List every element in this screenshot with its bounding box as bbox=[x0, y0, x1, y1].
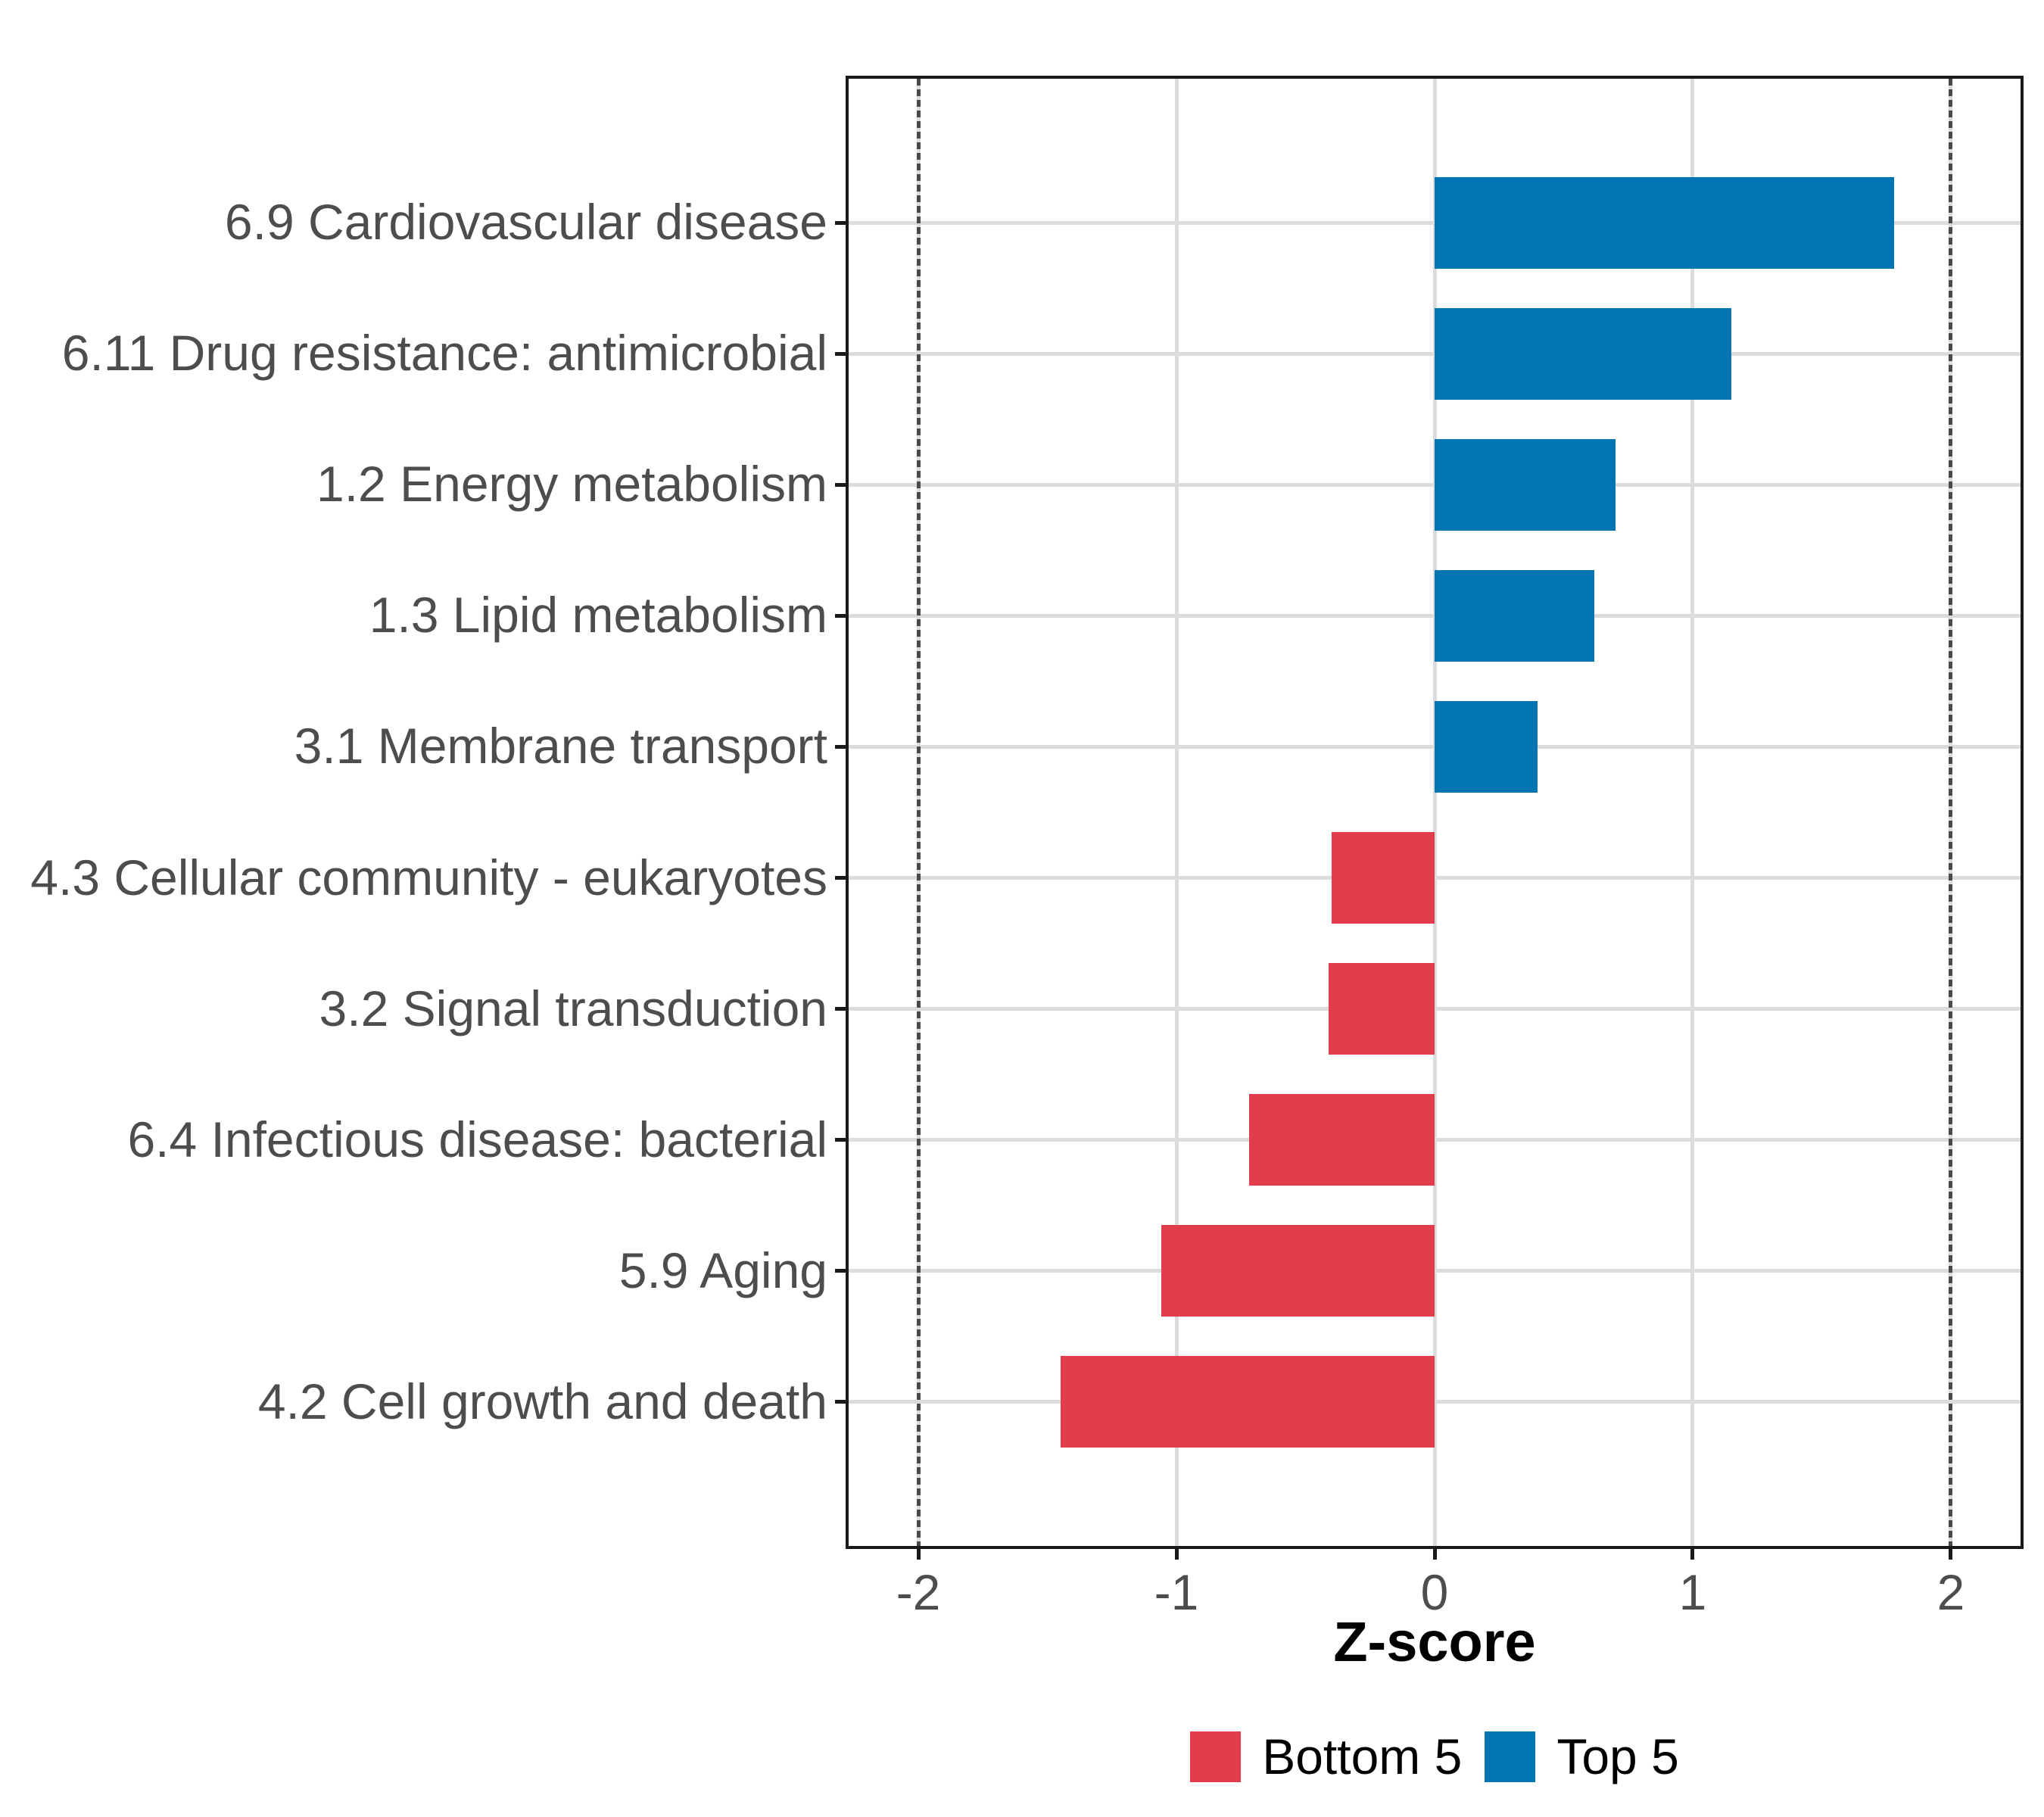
bar bbox=[1248, 1094, 1435, 1186]
y-axis-tick bbox=[835, 744, 846, 749]
x-tick-label: 0 bbox=[1420, 1564, 1449, 1620]
category-label: 1.2 Energy metabolism bbox=[316, 456, 827, 513]
y-gridline bbox=[849, 1269, 2021, 1273]
x-tick-label: -1 bbox=[1154, 1564, 1199, 1620]
legend-swatch-bottom5 bbox=[1190, 1731, 1242, 1782]
legend-item-bottom5: Bottom 5 bbox=[1190, 1731, 1462, 1782]
bar bbox=[1435, 700, 1538, 793]
bar bbox=[1331, 831, 1435, 924]
category-label: 6.11 Drug resistance: antimicrobial bbox=[61, 325, 827, 382]
bar bbox=[1060, 1356, 1435, 1448]
category-label: 3.2 Signal transduction bbox=[319, 980, 827, 1036]
y-axis-tick bbox=[835, 1007, 846, 1011]
legend: Bottom 5 Top 5 bbox=[846, 1726, 2024, 1787]
x-gridline bbox=[1690, 79, 1695, 1546]
x-gridline bbox=[1174, 79, 1179, 1546]
reference-line-dotted bbox=[916, 79, 921, 1546]
category-label: 6.4 Infectious disease: bacterial bbox=[127, 1111, 827, 1167]
category-label: 3.1 Membrane transport bbox=[294, 718, 827, 774]
bar bbox=[1435, 307, 1732, 400]
y-axis-tick bbox=[835, 482, 846, 487]
y-gridline bbox=[849, 876, 2021, 880]
category-label: 4.3 Cellular community - eukaryotes bbox=[30, 849, 827, 905]
reference-line-dotted bbox=[1949, 79, 1953, 1546]
y-gridline bbox=[849, 1007, 2021, 1011]
y-axis-tick bbox=[835, 1138, 846, 1142]
plot-panel bbox=[846, 76, 2024, 1549]
x-axis-tick bbox=[1949, 1549, 1953, 1560]
x-tick-label: 1 bbox=[1678, 1564, 1707, 1620]
y-axis-tick bbox=[835, 220, 846, 225]
bar bbox=[1435, 438, 1616, 531]
bar bbox=[1329, 962, 1435, 1055]
y-axis-tick bbox=[835, 351, 846, 356]
x-tick-label: -2 bbox=[896, 1564, 941, 1620]
x-axis-tick bbox=[916, 1549, 921, 1560]
bar bbox=[1435, 176, 1894, 269]
legend-label-bottom5: Bottom 5 bbox=[1262, 1728, 1463, 1784]
x-gridline bbox=[1432, 79, 1437, 1546]
x-axis-tick bbox=[1174, 1549, 1179, 1560]
category-label: 5.9 Aging bbox=[618, 1242, 827, 1298]
x-axis-tick bbox=[1432, 1549, 1437, 1560]
y-axis-tick bbox=[835, 876, 846, 880]
legend-item-top5: Top 5 bbox=[1485, 1728, 1679, 1784]
y-axis-tick bbox=[835, 1400, 846, 1404]
y-gridline bbox=[849, 1138, 2021, 1142]
x-axis-tick bbox=[1690, 1549, 1695, 1560]
x-axis-title: Z-score bbox=[1333, 1610, 1536, 1673]
legend-swatch-top5 bbox=[1485, 1731, 1536, 1782]
y-axis-tick bbox=[835, 613, 846, 618]
bar bbox=[1161, 1225, 1435, 1317]
plot-area bbox=[849, 79, 2021, 1546]
y-gridline bbox=[849, 1400, 2021, 1404]
category-label: 1.3 Lipid metabolism bbox=[369, 587, 827, 644]
y-axis-tick bbox=[835, 1269, 846, 1273]
bar bbox=[1435, 569, 1595, 662]
category-label: 4.2 Cell growth and death bbox=[257, 1373, 827, 1429]
legend-label-top5: Top 5 bbox=[1556, 1728, 1679, 1784]
x-tick-label: 2 bbox=[1937, 1564, 1965, 1620]
category-label: 6.9 Cardiovascular disease bbox=[224, 194, 827, 251]
